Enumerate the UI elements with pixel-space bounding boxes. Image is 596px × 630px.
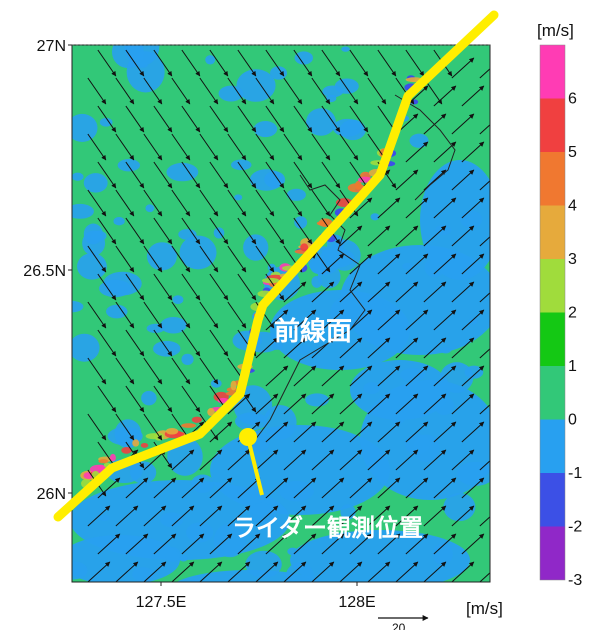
lat-label-27n: 27N <box>37 38 66 55</box>
plot-area <box>72 45 490 582</box>
colorbar-tick-label: 4 <box>568 198 577 215</box>
colorbar-tick-label: -3 <box>568 572 582 589</box>
colorbar-tick-label: -2 <box>568 519 582 536</box>
colorbar-block <box>540 366 565 420</box>
colorbar-tick-label: 2 <box>568 305 577 322</box>
colorbar-block <box>540 526 565 580</box>
colorbar-block <box>540 259 565 313</box>
colorbar-block <box>540 473 565 527</box>
lidar-annotation: ライダー観測位置 <box>232 514 423 542</box>
colorbar-block <box>540 45 565 99</box>
colorbar-block <box>540 419 565 473</box>
lidar-location-marker <box>239 428 257 446</box>
colorbar-tick-label: -1 <box>568 465 582 482</box>
colorbar-block <box>540 312 565 366</box>
wind-vector-field <box>87 45 490 582</box>
lat-label-26n: 26N <box>37 486 66 503</box>
colorbar-block <box>540 152 565 206</box>
lat-label-26-5n: 26.5N <box>23 263 66 280</box>
colorbar-tick-label: 5 <box>568 144 577 161</box>
negative-velocity-patches <box>72 45 490 582</box>
colorbar-unit: [m/s] <box>537 21 574 40</box>
colorbar-tick-label: 3 <box>568 251 577 268</box>
colorbar-tick-label: 1 <box>568 358 577 375</box>
reference-vector-value: 20 <box>392 621 406 630</box>
colorbar-tick-labels: 6 5 4 3 2 1 0 -1 -2 -3 <box>568 91 582 590</box>
colorbar-blocks <box>540 45 565 580</box>
lon-label-127-5e: 127.5E <box>136 594 187 611</box>
y-tick-marks <box>68 44 72 494</box>
front-annotation: 前線面 <box>274 316 352 347</box>
colorbar-block <box>540 98 565 152</box>
coastline <box>244 94 456 456</box>
colorbar-frame <box>539 44 566 581</box>
x-tick-marks <box>160 582 358 586</box>
front-line <box>53 10 499 522</box>
colorbar: [m/s] 6 5 4 3 2 1 0 -1 -2 -3 <box>537 21 582 589</box>
colorbar-tick-label: 0 <box>568 412 577 429</box>
lidar-pointer-line <box>246 437 264 496</box>
reference-vector-unit: [m/s] <box>466 599 503 618</box>
colorbar-tick-label: 6 <box>568 91 577 108</box>
vector-legend: 20 [m/s] <box>378 599 503 630</box>
lon-label-128e: 128E <box>338 594 375 611</box>
colorbar-block <box>540 205 565 259</box>
